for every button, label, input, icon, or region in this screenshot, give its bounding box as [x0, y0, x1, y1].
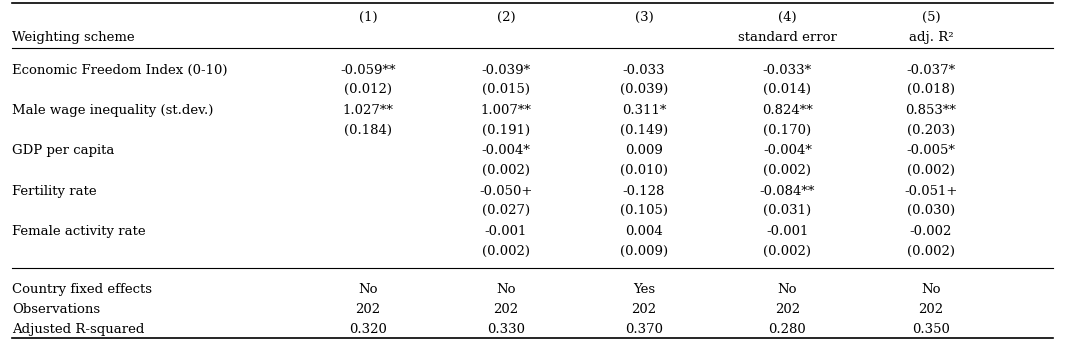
Text: (0.002): (0.002): [764, 245, 812, 258]
Text: (0.191): (0.191): [481, 124, 530, 137]
Text: 0.370: 0.370: [625, 323, 663, 336]
Text: (0.170): (0.170): [764, 124, 812, 137]
Text: (0.105): (0.105): [620, 204, 668, 217]
Text: 0.853**: 0.853**: [905, 104, 956, 117]
Text: 0.004: 0.004: [625, 225, 662, 238]
Text: (5): (5): [921, 12, 940, 24]
Text: -0.059**: -0.059**: [340, 64, 395, 76]
Text: -0.004*: -0.004*: [481, 144, 530, 157]
Text: -0.005*: -0.005*: [906, 144, 955, 157]
Text: -0.128: -0.128: [623, 185, 666, 198]
Text: -0.039*: -0.039*: [481, 64, 530, 76]
Text: -0.001: -0.001: [766, 225, 808, 238]
Text: (0.149): (0.149): [620, 124, 668, 137]
Text: 202: 202: [493, 303, 519, 316]
Text: 1.007**: 1.007**: [480, 104, 531, 117]
Text: 1.027**: 1.027**: [343, 104, 393, 117]
Text: (0.031): (0.031): [764, 204, 812, 217]
Text: (0.014): (0.014): [764, 83, 812, 96]
Text: Male wage inequality (st.dev.): Male wage inequality (st.dev.): [12, 104, 213, 117]
Text: 0.311*: 0.311*: [622, 104, 667, 117]
Text: 202: 202: [356, 303, 380, 316]
Text: Economic Freedom Index (0-10): Economic Freedom Index (0-10): [12, 64, 228, 76]
Text: (0.018): (0.018): [906, 83, 955, 96]
Text: Weighting scheme: Weighting scheme: [12, 31, 134, 44]
Text: (0.002): (0.002): [482, 245, 530, 258]
Text: Adjusted R-squared: Adjusted R-squared: [12, 323, 145, 336]
Text: (0.010): (0.010): [620, 164, 668, 177]
Text: GDP per capita: GDP per capita: [12, 144, 114, 157]
Text: 0.009: 0.009: [625, 144, 663, 157]
Text: 202: 202: [632, 303, 657, 316]
Text: -0.002: -0.002: [910, 225, 952, 238]
Text: -0.033: -0.033: [623, 64, 666, 76]
Text: (0.015): (0.015): [482, 83, 530, 96]
Text: Observations: Observations: [12, 303, 100, 316]
Text: -0.033*: -0.033*: [763, 64, 812, 76]
Text: No: No: [921, 283, 940, 296]
Text: -0.051+: -0.051+: [904, 185, 957, 198]
Text: (0.030): (0.030): [906, 204, 955, 217]
Text: 202: 202: [918, 303, 944, 316]
Text: -0.084**: -0.084**: [759, 185, 815, 198]
Text: 0.350: 0.350: [912, 323, 950, 336]
Text: (0.002): (0.002): [482, 164, 530, 177]
Text: 0.824**: 0.824**: [763, 104, 813, 117]
Text: Country fixed effects: Country fixed effects: [12, 283, 152, 296]
Text: 0.320: 0.320: [349, 323, 387, 336]
Text: -0.001: -0.001: [485, 225, 527, 238]
Text: 0.330: 0.330: [487, 323, 525, 336]
Text: Yes: Yes: [633, 283, 655, 296]
Text: (0.002): (0.002): [906, 164, 955, 177]
Text: -0.050+: -0.050+: [479, 185, 532, 198]
Text: -0.037*: -0.037*: [906, 64, 955, 76]
Text: adj. R²: adj. R²: [908, 31, 953, 44]
Text: No: No: [496, 283, 515, 296]
Text: (2): (2): [496, 12, 515, 24]
Text: No: No: [777, 283, 798, 296]
Text: (0.012): (0.012): [344, 83, 392, 96]
Text: No: No: [358, 283, 378, 296]
Text: (3): (3): [635, 12, 654, 24]
Text: (1): (1): [359, 12, 377, 24]
Text: (0.027): (0.027): [481, 204, 530, 217]
Text: Fertility rate: Fertility rate: [12, 185, 97, 198]
Text: (0.009): (0.009): [620, 245, 668, 258]
Text: standard error: standard error: [738, 31, 837, 44]
Text: (0.203): (0.203): [906, 124, 955, 137]
Text: 0.280: 0.280: [769, 323, 806, 336]
Text: 202: 202: [775, 303, 800, 316]
Text: (0.184): (0.184): [344, 124, 392, 137]
Text: (0.002): (0.002): [764, 164, 812, 177]
Text: (4): (4): [779, 12, 797, 24]
Text: (0.002): (0.002): [906, 245, 955, 258]
Text: -0.004*: -0.004*: [763, 144, 812, 157]
Text: Female activity rate: Female activity rate: [12, 225, 146, 238]
Text: (0.039): (0.039): [620, 83, 668, 96]
